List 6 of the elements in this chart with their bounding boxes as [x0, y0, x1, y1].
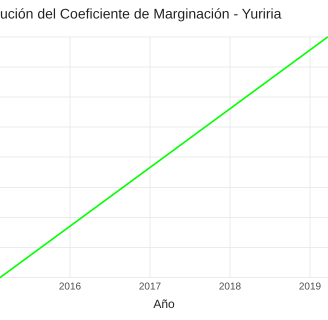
chart-title: ución del Coeficiente de Marginación - Yuriria: [0, 5, 282, 22]
x-tick-label: 2018: [218, 281, 242, 292]
x-tick-label: 2019: [298, 281, 322, 292]
x-tick-label: 2016: [58, 281, 82, 292]
x-axis-title: Año: [153, 297, 175, 312]
x-tick-label: 2017: [138, 281, 162, 292]
